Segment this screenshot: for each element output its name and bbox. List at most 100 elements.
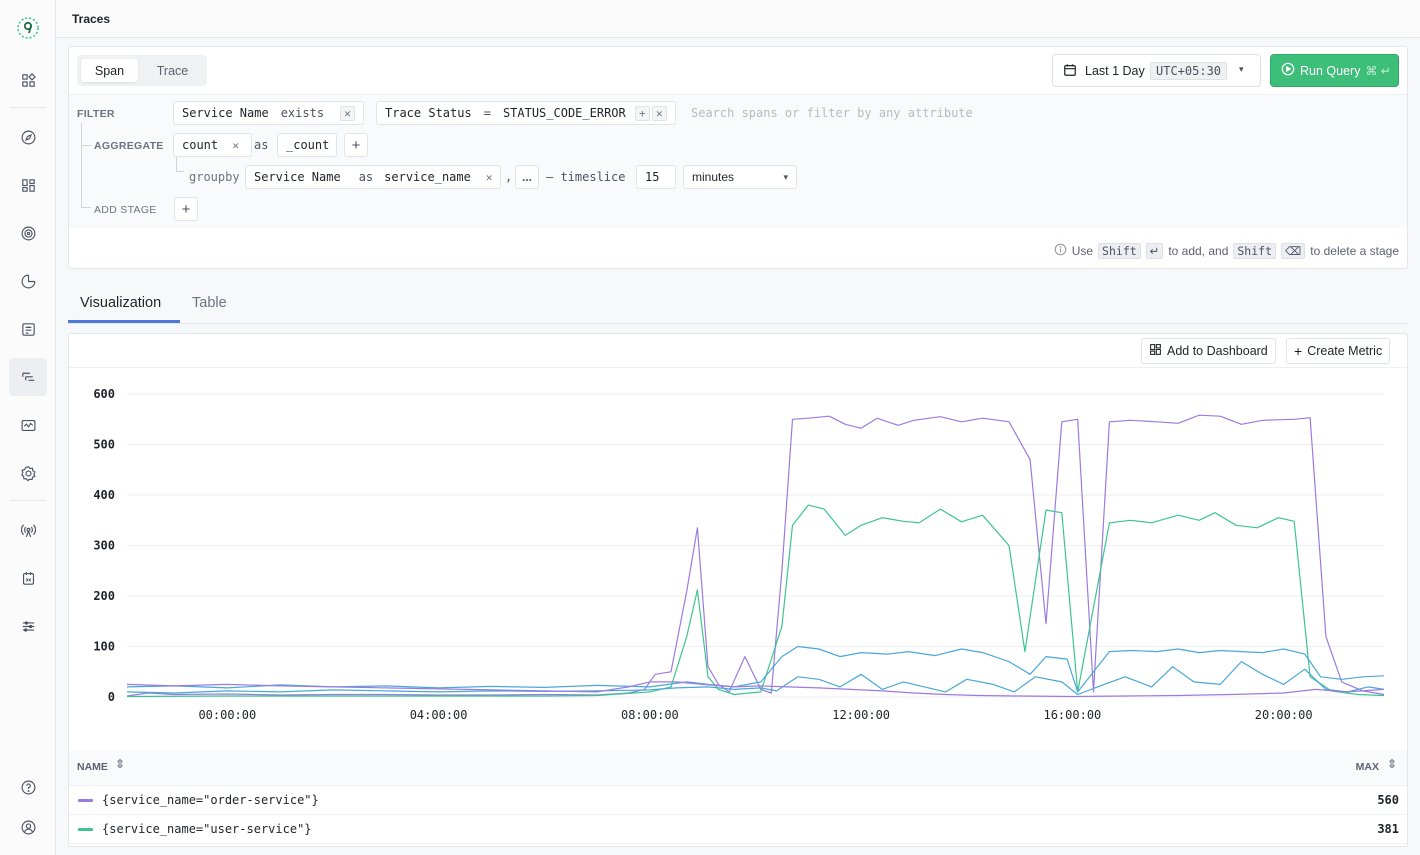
series-line	[126, 504, 1385, 698]
timeslice-input[interactable]: 15	[636, 165, 676, 189]
y-tick-label: 100	[93, 640, 115, 654]
add-aggregate-button[interactable]: +	[344, 133, 368, 157]
dashboards-icon[interactable]	[9, 166, 47, 204]
filter-chip-service-name[interactable]: Service Name exists ✕	[173, 101, 365, 125]
add-to-dashboard-button[interactable]: Add to Dashboard	[1141, 338, 1276, 364]
add-stage-label: ADD STAGE	[94, 204, 157, 216]
preferences-icon[interactable]	[9, 607, 47, 645]
aggregate-label: AGGREGATE	[94, 140, 164, 152]
filter-search-input[interactable]: Search spans or filter by any attribute	[691, 106, 973, 120]
y-tick-label: 0	[108, 690, 115, 704]
metrics-icon[interactable]	[9, 262, 47, 300]
play-icon	[1281, 62, 1295, 79]
user-icon[interactable]	[9, 808, 47, 846]
logo-icon[interactable]	[9, 9, 47, 47]
integrations-icon[interactable]	[9, 559, 47, 597]
series-name: {service_name="order-service"}	[102, 793, 319, 807]
query-type-toggle: Span Trace	[77, 55, 207, 86]
query-stages: FILTER Service Name exists ✕ Trace Statu…	[69, 94, 1407, 228]
dashboard-icon	[1149, 343, 1162, 359]
aggregate-fn-chip[interactable]: count ✕	[173, 133, 253, 157]
line-chart: 0 100 200 300 400 500 600 00:00:00 04:00:00 08:00…	[93, 387, 1385, 722]
as-keyword: as	[254, 138, 269, 152]
y-tick-label: 200	[93, 589, 115, 603]
home-icon[interactable]	[9, 61, 47, 99]
ingestion-icon[interactable]	[9, 511, 47, 549]
alias-input[interactable]: _count	[277, 133, 337, 157]
plus-icon: +	[1294, 343, 1303, 359]
close-icon[interactable]: ✕	[232, 138, 239, 152]
info-icon	[1054, 243, 1067, 259]
x-tick-label: 00:00:00	[198, 708, 256, 722]
visualization-panel: Add to Dashboard + Create Metric 0 100 200…	[68, 333, 1408, 847]
add-stage-button[interactable]: +	[174, 197, 198, 221]
series-line	[126, 661, 1385, 696]
run-query-button[interactable]: Run Query ⌘ ↵	[1270, 54, 1399, 87]
explore-icon[interactable]	[9, 118, 47, 156]
sort-icon[interactable]: ⇕	[1386, 757, 1397, 771]
legend-row[interactable]: {service_name="order-service"} 560	[69, 786, 1407, 815]
name-column-header[interactable]: NAME	[77, 761, 108, 773]
x-tick-label: 08:00:00	[621, 708, 679, 722]
page-header: Traces	[56, 0, 1420, 38]
series-color-swatch	[78, 799, 93, 802]
more-button[interactable]: ...	[515, 165, 539, 189]
timeslice-unit-select[interactable]: minutes ▾	[683, 165, 797, 189]
help-icon[interactable]	[9, 768, 47, 806]
plus-icon: +	[351, 136, 361, 154]
tab-span[interactable]: Span	[81, 59, 138, 82]
infra-icon[interactable]	[9, 406, 47, 444]
series-max: 381	[1377, 822, 1399, 836]
caret-down-icon: ▾	[783, 171, 788, 182]
tab-table[interactable]: Table	[192, 295, 227, 311]
time-range-picker[interactable]: Last 1 Day UTC+05:30 ▾	[1052, 54, 1261, 87]
groupby-keyword: groupby	[189, 170, 240, 184]
close-icon[interactable]: ✕	[651, 105, 667, 121]
caret-down-icon: ▾	[1239, 64, 1244, 74]
traces-icon[interactable]	[9, 358, 47, 396]
plus-icon[interactable]: +	[634, 105, 650, 121]
tab-trace[interactable]: Trace	[156, 63, 189, 78]
logs-icon[interactable]	[9, 310, 47, 348]
sort-icon[interactable]: ⇕	[115, 757, 126, 771]
enter-key-icon: ↵	[1145, 243, 1164, 259]
x-tick-label: 20:00:00	[1255, 708, 1313, 722]
y-tick-label: 400	[93, 488, 115, 502]
plus-icon: +	[181, 200, 191, 218]
shortcut-icon: ⌘ ↵	[1365, 63, 1391, 78]
comma-separator: ,	[505, 170, 513, 184]
settings-icon[interactable]	[9, 454, 47, 492]
alerts-icon[interactable]	[9, 214, 47, 252]
legend-table: NAME ⇕ MAX ⇕ {service_name="order-servic…	[69, 750, 1407, 844]
sidebar	[0, 0, 56, 855]
series-color-swatch	[78, 828, 93, 831]
query-builder-panel: Span Trace Last 1 Day UTC+05:30 ▾ Run Qu…	[68, 46, 1408, 269]
viz-toolbar: Add to Dashboard + Create Metric	[69, 334, 1407, 368]
timezone-badge: UTC+05:30	[1150, 62, 1228, 80]
run-query-label: Run Query	[1300, 63, 1361, 78]
legend-row[interactable]: {service_name="user-service"} 381	[69, 815, 1407, 844]
y-tick-label: 500	[93, 438, 115, 452]
legend-header: NAME ⇕ MAX ⇕	[69, 750, 1407, 786]
page-title: Traces	[72, 12, 111, 26]
series-line	[126, 645, 1385, 693]
active-tab-indicator	[68, 320, 180, 323]
calendar-icon	[1063, 63, 1077, 80]
create-metric-button[interactable]: + Create Metric	[1286, 338, 1391, 364]
series-max: 560	[1377, 793, 1399, 807]
close-icon[interactable]: ✕	[340, 105, 356, 121]
tab-visualization[interactable]: Visualization	[80, 295, 162, 311]
series-line	[126, 414, 1385, 697]
time-range-value: Last 1 Day	[1085, 64, 1145, 78]
max-column-header[interactable]: MAX	[1355, 761, 1379, 773]
series-line	[126, 681, 1385, 698]
groupby-chip[interactable]: Service Name as service_name ✕	[245, 165, 501, 189]
backspace-key-icon: ⌫	[1281, 243, 1306, 259]
x-tick-label: 04:00:00	[410, 708, 468, 722]
series-name: {service_name="user-service"}	[102, 822, 312, 836]
filter-chip-trace-status[interactable]: Trace Status = STATUS_CODE_ERROR + ✕	[376, 101, 676, 125]
close-icon[interactable]: ✕	[485, 170, 493, 184]
y-tick-label: 300	[93, 539, 115, 553]
x-tick-label: 12:00:00	[832, 708, 890, 722]
filter-label: FILTER	[77, 108, 115, 120]
